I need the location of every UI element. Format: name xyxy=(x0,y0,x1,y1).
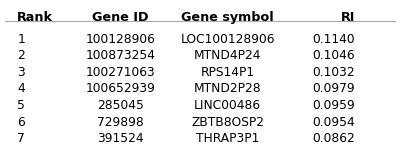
Text: 0.0954: 0.0954 xyxy=(312,115,355,128)
Text: 100652939: 100652939 xyxy=(86,83,156,96)
Text: MTND4P24: MTND4P24 xyxy=(194,49,262,62)
Text: Rank: Rank xyxy=(17,11,53,24)
Text: 100873254: 100873254 xyxy=(86,49,156,62)
Text: 285045: 285045 xyxy=(97,99,144,112)
Text: THRAP3P1: THRAP3P1 xyxy=(196,132,260,145)
Text: 0.0862: 0.0862 xyxy=(312,132,355,145)
Text: 0.0959: 0.0959 xyxy=(312,99,355,112)
Text: 2: 2 xyxy=(17,49,25,62)
Text: Gene symbol: Gene symbol xyxy=(182,11,274,24)
Text: 0.1046: 0.1046 xyxy=(312,49,355,62)
Text: 0.1032: 0.1032 xyxy=(312,66,355,79)
Text: ZBTB8OSP2: ZBTB8OSP2 xyxy=(191,115,264,128)
Text: 6: 6 xyxy=(17,115,25,128)
Text: Gene ID: Gene ID xyxy=(92,11,149,24)
Text: LOC100128906: LOC100128906 xyxy=(180,33,275,46)
Text: 729898: 729898 xyxy=(97,115,144,128)
Text: MTND2P28: MTND2P28 xyxy=(194,83,262,96)
Text: 100128906: 100128906 xyxy=(86,33,156,46)
Text: 1: 1 xyxy=(17,33,25,46)
Text: 391524: 391524 xyxy=(97,132,144,145)
Text: RPS14P1: RPS14P1 xyxy=(201,66,255,79)
Text: RI: RI xyxy=(340,11,355,24)
Text: 4: 4 xyxy=(17,83,25,96)
Text: 3: 3 xyxy=(17,66,25,79)
Text: 7: 7 xyxy=(17,132,25,145)
Text: 100271063: 100271063 xyxy=(86,66,156,79)
Text: 0.0979: 0.0979 xyxy=(312,83,355,96)
Text: 0.1140: 0.1140 xyxy=(312,33,355,46)
Text: 5: 5 xyxy=(17,99,25,112)
Text: LINC00486: LINC00486 xyxy=(194,99,261,112)
